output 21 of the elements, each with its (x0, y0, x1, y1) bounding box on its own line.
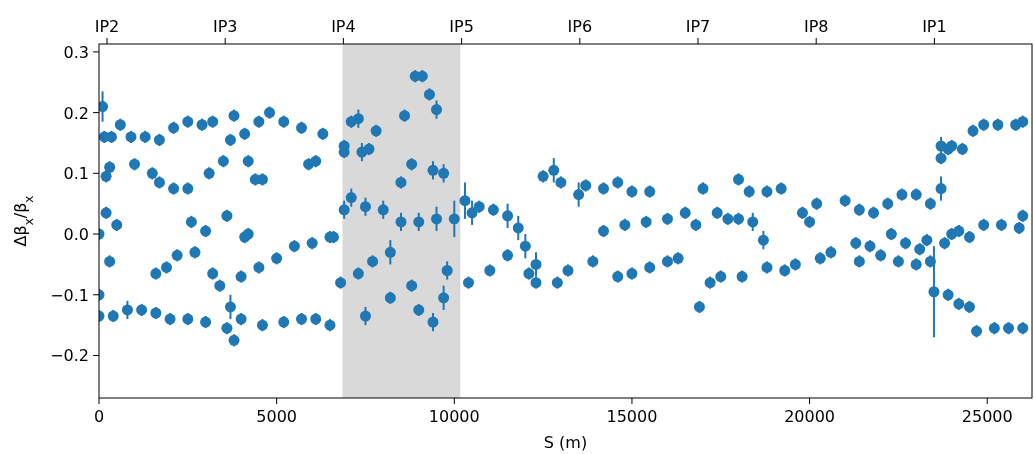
text: IP2 (94, 17, 120, 36)
x-tick-label: 10000 (428, 407, 480, 426)
text: IP6 (567, 17, 593, 36)
x-tick-label: 25000 (961, 407, 1013, 426)
x-tick-label: 15000 (606, 407, 658, 426)
y-tick-label: 0.3 (63, 42, 89, 62)
text: IP1 (922, 17, 947, 36)
x-tick-label: 0 (93, 407, 105, 426)
y-tick-label: 0.2 (63, 103, 89, 123)
x-tick-label: 20000 (784, 407, 836, 426)
y-tick-label: −0.2 (50, 346, 89, 366)
y-tick-label: 0.0 (63, 225, 89, 245)
x-axis-title: S (m) (543, 433, 588, 452)
text: IP4 (331, 17, 356, 36)
y-tick-label: 0.1 (63, 164, 89, 184)
x-tick-label: 5000 (256, 407, 298, 426)
text: IP7 (685, 17, 711, 36)
y-tick-label: −0.1 (50, 285, 89, 305)
text: IP8 (803, 17, 829, 36)
text: IP3 (212, 17, 238, 36)
text: IP5 (449, 17, 474, 36)
